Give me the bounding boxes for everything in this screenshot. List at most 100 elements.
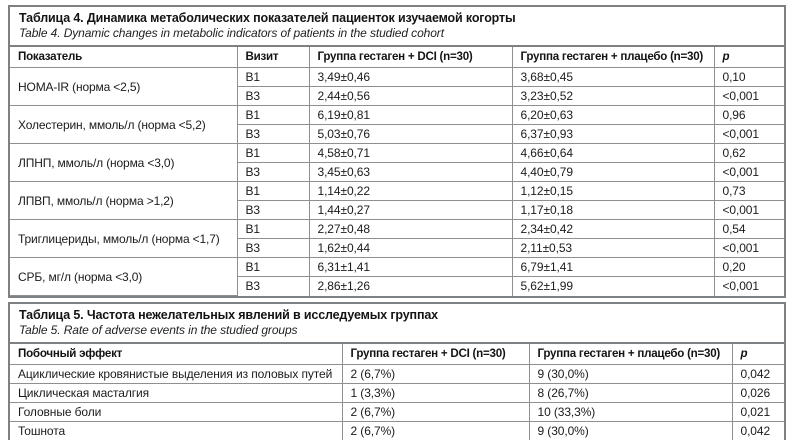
table4-row: Холестерин, ммоль/л (норма <5,2) В1 6,19±0… xyxy=(10,105,784,145)
table5-block: Таблица 5. Частота нежелательных явлений… xyxy=(8,302,786,440)
table5-header-dci-group: Группа гестаген + DCI (n=30) xyxy=(341,343,530,366)
p-value-cell: <0,001 xyxy=(713,162,784,183)
dci-value-cell: 2,44±0,56 xyxy=(308,86,513,107)
p-value-cell: 0,73 xyxy=(713,181,784,202)
table4-title-block: Таблица 4. Динамика метаболических показ… xyxy=(10,7,784,47)
p-value-cell: 0,54 xyxy=(713,219,784,240)
table4-header-placebo-group: Группа гестаген + плацебо (n=30) xyxy=(511,46,715,69)
p-value-cell: 0,62 xyxy=(713,143,784,164)
p-value-cell: 0,96 xyxy=(713,105,784,126)
p-value-cell: <0,001 xyxy=(713,200,784,221)
table4-row: HOMA-IR (норма <2,5) В1 3,49±0,46 3,68±0,45… xyxy=(10,67,784,107)
table5-header-placebo-group: Группа гестаген + плацебо (n=30) xyxy=(528,343,733,366)
visit-cell: В1 xyxy=(236,143,310,164)
visit-cell: В3 xyxy=(237,200,310,221)
dci-value-cell: 1,62±0,44 xyxy=(308,238,513,259)
table4-row: ЛПНП, ммоль/л (норма <3,0) В1 4,58±0,71 4,6… xyxy=(10,143,784,183)
visit-cell: В1 xyxy=(236,105,310,126)
dci-value-cell: 2 (6,7%) xyxy=(341,364,530,385)
effect-cell: Тошнота xyxy=(10,421,343,440)
placebo-value-cell: 9 (30,0%) xyxy=(528,364,733,385)
visit-cell: В3 xyxy=(237,124,310,145)
placebo-value-cell: 10 (33,3%) xyxy=(528,402,733,423)
p-value-cell: <0,001 xyxy=(713,276,784,296)
table4-row: Триглицериды, ммоль/л (норма <1,7) В1 2,27… xyxy=(10,219,784,259)
indicator-cell: HOMA-IR (норма <2,5) xyxy=(10,67,238,107)
dci-value-cell: 2,27±0,48 xyxy=(308,219,513,240)
indicator-cell: Триглицериды, ммоль/л (норма <1,7) xyxy=(10,219,238,259)
table4: Показатель Визит Группа гестаген + DCI (… xyxy=(10,46,784,297)
dci-value-cell: 2,86±1,26 xyxy=(308,276,513,296)
placebo-value-cell: 6,37±0,93 xyxy=(511,124,715,145)
indicator-cell: СРБ, мг/л (норма <3,0) xyxy=(10,257,238,297)
table4-title-en: Table 4. Dynamic changes in metabolic in… xyxy=(19,26,444,40)
placebo-value-cell: 9 (30,0%) xyxy=(528,421,733,440)
placebo-value-cell: 3,68±0,45 xyxy=(511,67,715,88)
dci-value-cell: 1,44±0,27 xyxy=(308,200,513,221)
dci-value-cell: 1 (3,3%) xyxy=(341,383,530,404)
table5-header-effect: Побочный эффект xyxy=(10,343,343,366)
table4-header-row: Показатель Визит Группа гестаген + DCI (… xyxy=(10,46,784,69)
table5-row: Головные боли 2 (6,7%) 10 (33,3%) 0,021 xyxy=(10,402,784,423)
placebo-value-cell: 1,17±0,18 xyxy=(511,200,715,221)
indicator-cell: ЛПНП, ммоль/л (норма <3,0) xyxy=(10,143,238,183)
indicator-cell: ЛПВП, ммоль/л (норма >1,2) xyxy=(10,181,238,221)
dci-value-cell: 5,03±0,76 xyxy=(308,124,513,145)
placebo-value-cell: 5,62±1,99 xyxy=(511,276,715,296)
p-value-cell: <0,001 xyxy=(713,86,784,107)
effect-cell: Головные боли xyxy=(10,402,343,423)
dci-value-cell: 2 (6,7%) xyxy=(341,421,530,440)
placebo-value-cell: 4,40±0,79 xyxy=(511,162,715,183)
dci-value-cell: 2 (6,7%) xyxy=(341,402,530,423)
dci-value-cell: 4,58±0,71 xyxy=(308,143,513,164)
dci-value-cell: 6,31±1,41 xyxy=(308,257,513,278)
table4-header-visit: Визит xyxy=(236,46,310,69)
table4-header-dci-group: Группа гестаген + DCI (n=30) xyxy=(308,46,513,69)
placebo-value-cell: 2,11±0,53 xyxy=(511,238,715,259)
dci-value-cell: 3,49±0,46 xyxy=(308,67,513,88)
table5-row: Циклическая масталгия 1 (3,3%) 8 (26,7%) 0,… xyxy=(10,383,784,404)
table4-block: Таблица 4. Динамика метаболических показ… xyxy=(8,5,786,299)
dci-value-cell: 1,14±0,22 xyxy=(308,181,513,202)
visit-cell: В1 xyxy=(236,67,310,88)
table5-row: Тошнота 2 (6,7%) 9 (30,0%) 0,042 xyxy=(10,421,784,440)
dci-value-cell: 3,45±0,63 xyxy=(308,162,513,183)
placebo-value-cell: 1,12±0,15 xyxy=(511,181,715,202)
table5: Побочный эффект Группа гестаген + DCI (n… xyxy=(10,343,784,440)
placebo-value-cell: 6,20±0,63 xyxy=(511,105,715,126)
table5-title-ru: Таблица 5. Частота нежелательных явлений… xyxy=(19,308,438,322)
p-value-cell: <0,001 xyxy=(713,238,784,259)
p-value-cell: <0,001 xyxy=(713,124,784,145)
table4-header-p: p xyxy=(713,46,784,69)
table4-title-ru: Таблица 4. Динамика метаболических показ… xyxy=(19,11,516,25)
table4-row: В3 1,62±0,44 2,11±0,53 <0,001 xyxy=(10,238,784,259)
placebo-value-cell: 4,66±0,64 xyxy=(511,143,715,164)
visit-cell: В3 xyxy=(237,238,310,259)
placebo-value-cell: 8 (26,7%) xyxy=(528,383,733,404)
table5-row: Ациклические кровянистые выделения из по… xyxy=(10,364,784,385)
visit-cell: В3 xyxy=(237,86,310,107)
p-value-cell: 0,042 xyxy=(731,421,784,440)
table4-row: В3 5,03±0,76 6,37±0,93 <0,001 xyxy=(10,124,784,145)
p-value-cell: 0,20 xyxy=(713,257,784,278)
visit-cell: В1 xyxy=(236,181,310,202)
indicator-cell: Холестерин, ммоль/л (норма <5,2) xyxy=(10,105,238,145)
table4-row: ЛПВП, ммоль/л (норма >1,2) В1 1,14±0,22 1,1… xyxy=(10,181,784,221)
p-value-cell: 0,026 xyxy=(731,383,784,404)
p-value-cell: 0,021 xyxy=(731,402,784,423)
dci-value-cell: 6,19±0,81 xyxy=(308,105,513,126)
visit-cell: В3 xyxy=(237,162,310,183)
table4-row: В3 1,44±0,27 1,17±0,18 <0,001 xyxy=(10,200,784,221)
effect-cell: Ациклические кровянистые выделения из по… xyxy=(10,364,343,385)
placebo-value-cell: 3,23±0,52 xyxy=(511,86,715,107)
p-value-cell: 0,10 xyxy=(713,67,784,88)
table4-header-indicator: Показатель xyxy=(10,46,238,69)
table5-header-p: p xyxy=(731,343,784,366)
placebo-value-cell: 2,34±0,42 xyxy=(511,219,715,240)
effect-cell: Циклическая масталгия xyxy=(10,383,343,404)
table4-row: В3 2,86±1,26 5,62±1,99 <0,001 xyxy=(10,276,784,296)
table4-row: СРБ, мг/л (норма <3,0) В1 6,31±1,41 6,79±1,… xyxy=(10,257,784,297)
table5-title-block: Таблица 5. Частота нежелательных явлений… xyxy=(10,304,784,344)
table5-header-row: Побочный эффект Группа гестаген + DCI (n… xyxy=(10,343,784,366)
table4-row: В3 3,45±0,63 4,40±0,79 <0,001 xyxy=(10,162,784,183)
